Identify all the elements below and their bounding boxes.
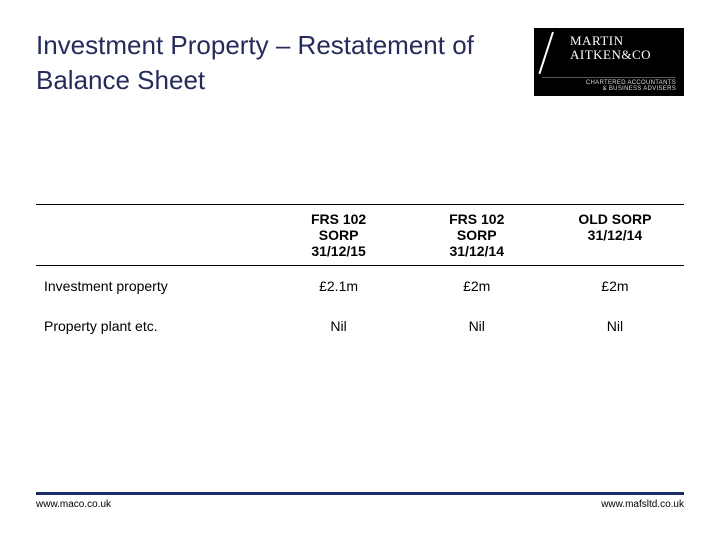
footer-rule xyxy=(36,492,684,495)
logo-text: MARTIN AITKEN&CO xyxy=(570,34,651,61)
row-label: Investment property xyxy=(36,266,270,307)
cell: £2m xyxy=(408,266,546,307)
footer-url-left: www.maco.co.uk xyxy=(36,499,111,510)
logo-subtitle: CHARTERED ACCOUNTANTS & BUSINESS ADVISER… xyxy=(542,77,676,92)
footer: www.maco.co.uk www.mafsltd.co.uk xyxy=(0,492,720,510)
slide: Investment Property – Restatement of Bal… xyxy=(0,0,720,540)
h3l1: OLD SORP xyxy=(550,211,680,227)
header-rowlabel xyxy=(36,205,270,266)
header-col2: FRS 102 SORP 31/12/14 xyxy=(408,205,546,266)
logo-ampco: &CO xyxy=(621,47,651,62)
cell: Nil xyxy=(408,306,546,346)
cell: Nil xyxy=(270,306,408,346)
table-row: Investment property £2.1m £2m £2m xyxy=(36,266,684,307)
h2l3: 31/12/14 xyxy=(412,243,542,259)
cell: £2.1m xyxy=(270,266,408,307)
balance-sheet-table: FRS 102 SORP 31/12/15 FRS 102 SORP 31/12… xyxy=(36,204,684,346)
h1l1: FRS 102 xyxy=(274,211,404,227)
logo-main: MARTIN AITKEN&CO xyxy=(542,34,676,74)
cell: £2m xyxy=(546,266,684,307)
row-label: Property plant etc. xyxy=(36,306,270,346)
footer-row: www.maco.co.uk www.mafsltd.co.uk xyxy=(36,499,684,510)
table-container: FRS 102 SORP 31/12/15 FRS 102 SORP 31/12… xyxy=(36,204,684,346)
header-col1: FRS 102 SORP 31/12/15 xyxy=(270,205,408,266)
h2l2: SORP xyxy=(412,227,542,243)
h1l3: 31/12/15 xyxy=(274,243,404,259)
slide-title: Investment Property – Restatement of Bal… xyxy=(36,28,476,98)
logo-line2: AITKEN xyxy=(570,47,621,62)
table-header-row: FRS 102 SORP 31/12/15 FRS 102 SORP 31/12… xyxy=(36,205,684,266)
h2l1: FRS 102 xyxy=(412,211,542,227)
header-col3: OLD SORP 31/12/14 xyxy=(546,205,684,266)
cell: Nil xyxy=(546,306,684,346)
footer-url-right: www.mafsltd.co.uk xyxy=(601,499,684,510)
h3l2: 31/12/14 xyxy=(550,227,680,243)
logo-slash-icon xyxy=(542,34,564,74)
h1l2: SORP xyxy=(274,227,404,243)
company-logo: MARTIN AITKEN&CO CHARTERED ACCOUNTANTS &… xyxy=(534,28,684,96)
logo-sub2: & BUSINESS ADVISERS xyxy=(603,86,676,92)
table-row: Property plant etc. Nil Nil Nil xyxy=(36,306,684,346)
